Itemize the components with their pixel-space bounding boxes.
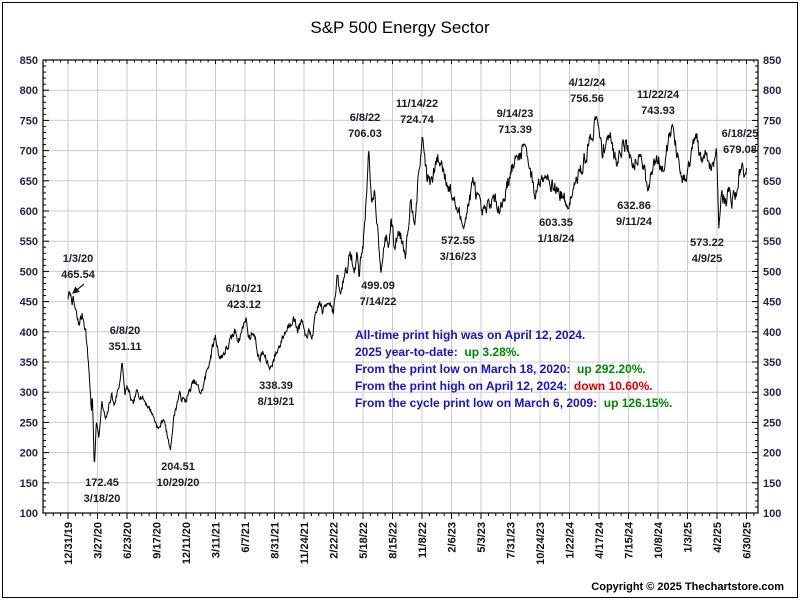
- y-tick-label-right: 300: [763, 387, 781, 399]
- x-tick-label: 8/15/22: [387, 522, 399, 559]
- x-tick-label: 11/8/22: [417, 522, 429, 558]
- plot-border: [42, 59, 759, 514]
- y-tick-label-right: 400: [763, 327, 781, 339]
- annotation-label: 632.86 9/11/24: [616, 200, 653, 228]
- note-line: From the print high on April 12, 2024: d…: [355, 379, 653, 393]
- y-tick-label-right: 450: [763, 297, 781, 309]
- y-tick-label-right: 650: [763, 176, 781, 188]
- annotation-label: 572.55 3/16/23: [440, 235, 477, 263]
- x-tick-label: 6/7/21: [240, 522, 252, 553]
- gridlines: [43, 60, 758, 513]
- note-line: From the cycle print low on March 6, 200…: [355, 396, 672, 410]
- x-tick-label: 10/24/23: [535, 522, 547, 565]
- y-tick-label-left: 300: [20, 387, 38, 399]
- annotations: 1/3/20 465.54 6/8/20 351.11 172.45 3/18/20 204…: [61, 77, 758, 505]
- annotation-label: 9/14/23 713.39: [497, 108, 534, 136]
- y-tick-label-right: 750: [763, 115, 781, 127]
- x-tick-label: 6/23/20: [122, 522, 134, 559]
- y-tick-label-left: 550: [20, 236, 38, 248]
- annotation-label: 172.45 3/18/20: [84, 477, 121, 505]
- x-tick-label: 12/31/19: [63, 522, 75, 565]
- y-tick-label-left: 650: [20, 176, 38, 188]
- copyright-text: Copyright © 2025 Thechartstore.com: [591, 581, 784, 593]
- y-tick-label-right: 800: [763, 85, 781, 97]
- y-tick-label-right: 850: [763, 55, 781, 67]
- annotation-label: 499.09 7/14/22: [360, 280, 397, 308]
- y-tick-label-left: 100: [20, 508, 38, 520]
- x-tick-label: 6/30/25: [741, 522, 753, 559]
- annotation-label: 6/8/22 706.03: [348, 112, 382, 140]
- y-tick-label-right: 600: [763, 206, 781, 218]
- annotation-label: 6/18/25 679.08: [722, 128, 759, 156]
- x-tick-label: 3/11/21: [210, 522, 222, 558]
- y-axis-labels: 100 100 150 150 200 200 250 250 300 300 350 350 400 4…: [20, 55, 782, 520]
- x-tick-label: 9/17/20: [151, 522, 163, 559]
- annotation-label: 1/3/20 465.54: [61, 253, 96, 281]
- x-tick-label: 11/24/21: [299, 522, 311, 564]
- y-tick-label-right: 550: [763, 236, 781, 248]
- x-tick-label: 3/27/20: [92, 522, 104, 559]
- x-tick-label: 2/22/22: [328, 522, 340, 559]
- chart-title: S&P 500 Energy Sector: [310, 18, 490, 37]
- annotation-label: 338.39 8/19/21: [258, 380, 295, 408]
- y-tick-label-left: 800: [20, 85, 38, 97]
- y-tick-label-right: 250: [763, 417, 781, 429]
- y-tick-label-left: 350: [20, 357, 38, 369]
- annotation-label: 573.22 4/9/25: [690, 237, 724, 265]
- y-tick-label-right: 700: [763, 146, 781, 158]
- y-tick-label-right: 150: [763, 478, 781, 490]
- x-tick-label: 1/3/25: [682, 522, 694, 553]
- note-line: 2025 year-to-date: up 3.28%.: [355, 345, 520, 359]
- x-tick-label: 10/8/24: [653, 521, 665, 559]
- annotation-label: 11/22/24 743.93: [637, 89, 680, 117]
- annotation-label: 6/8/20 351.11: [108, 325, 141, 353]
- summary-notes: All-time print high was on April 12, 202…: [355, 328, 672, 410]
- x-tick-label: 4/17/24: [594, 521, 606, 559]
- axis-ticks: [43, 59, 758, 519]
- annotation-label: 6/10/21 423.12: [226, 283, 263, 311]
- y-tick-label-right: 350: [763, 357, 781, 369]
- y-tick-label-left: 750: [20, 115, 38, 127]
- plot-area: 100 100 150 150 200 200 250 250 300 300 350 350 400 4…: [20, 55, 782, 565]
- x-tick-label: 5/18/22: [358, 522, 370, 559]
- y-tick-label-left: 400: [20, 327, 38, 339]
- y-tick-label-left: 200: [20, 448, 38, 460]
- annotation-arrow: [72, 283, 85, 294]
- y-tick-label-right: 500: [763, 266, 781, 278]
- x-tick-label: 7/15/24: [623, 521, 635, 559]
- y-tick-label-left: 150: [20, 478, 38, 490]
- y-tick-label-right: 200: [763, 448, 781, 460]
- x-tick-label: 12/11/20: [181, 522, 193, 564]
- x-tick-label: 5/3/23: [476, 522, 488, 553]
- x-tick-label: 8/31/21: [269, 522, 281, 559]
- annotation-label: 11/14/22 724.74: [396, 98, 438, 126]
- x-axis-labels: 12/31/19 3/27/20 6/23/20 9/17/20 12/11/20 3/1…: [63, 521, 753, 565]
- y-tick-label-left: 700: [20, 146, 38, 158]
- note-line: All-time print high was on April 12, 202…: [355, 328, 585, 342]
- y-tick-label-right: 100: [763, 508, 781, 520]
- annotation-label: 603.35 1/18/24: [538, 217, 576, 245]
- x-tick-label: 7/31/23: [505, 522, 517, 559]
- x-tick-label: 4/2/25: [712, 522, 724, 553]
- price-line: [67, 115, 747, 463]
- annotation-label: 204.51 10/29/20: [157, 461, 200, 489]
- x-tick-label: 1/22/24: [564, 521, 576, 559]
- y-tick-label-left: 450: [20, 297, 38, 309]
- y-tick-label-left: 850: [20, 55, 38, 67]
- annotation-label: 4/12/24 756.56: [569, 77, 607, 105]
- x-tick-label: 2/6/23: [446, 522, 458, 553]
- y-tick-label-left: 250: [20, 417, 38, 429]
- y-tick-label-left: 500: [20, 266, 38, 278]
- note-line: From the print low on March 18, 2020: up…: [355, 362, 646, 376]
- y-tick-label-left: 600: [20, 206, 38, 218]
